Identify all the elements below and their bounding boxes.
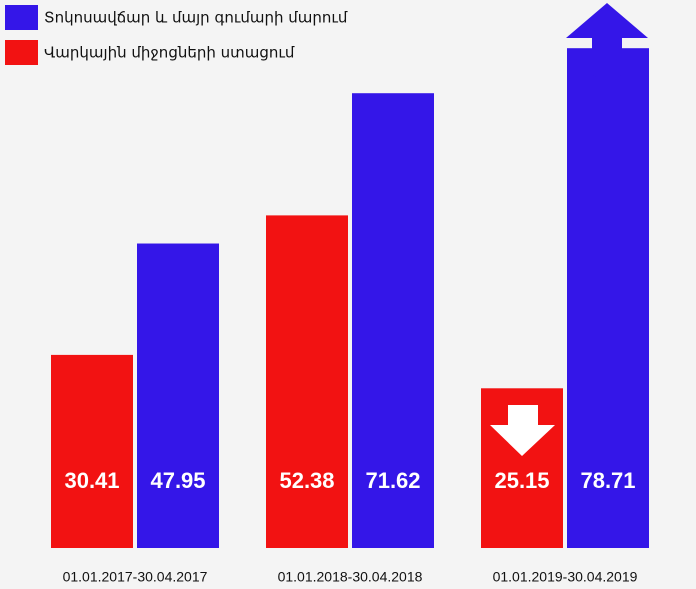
x-tick-label: 01.01.2019-30.04.2019 [493, 569, 638, 585]
x-tick-label: 01.01.2018-30.04.2018 [278, 569, 423, 585]
legend-label: Վարկային միջոցների ստացում [44, 44, 295, 62]
value-label: 25.15 [494, 468, 549, 493]
plot: Տոկոսավճար և մայր գումարի մարում Վարկային… [5, 5, 649, 585]
value-label: 30.41 [64, 468, 119, 493]
bar [137, 243, 219, 548]
bar [266, 215, 348, 548]
value-label: 52.38 [279, 468, 334, 493]
value-label: 71.62 [365, 468, 420, 493]
value-label: 78.71 [580, 468, 635, 493]
legend-swatch [5, 40, 38, 65]
legend-swatch [5, 5, 38, 30]
down-arrow [490, 405, 555, 456]
bar [567, 48, 649, 549]
bar [51, 354, 133, 548]
bar [352, 93, 434, 548]
x-tick-label: 01.01.2017-30.04.2017 [63, 569, 208, 585]
legend-label: Տոկոսավճար և մայր գումարի մարում [44, 9, 348, 27]
value-label: 47.95 [150, 468, 205, 493]
up-arrow [566, 3, 648, 79]
